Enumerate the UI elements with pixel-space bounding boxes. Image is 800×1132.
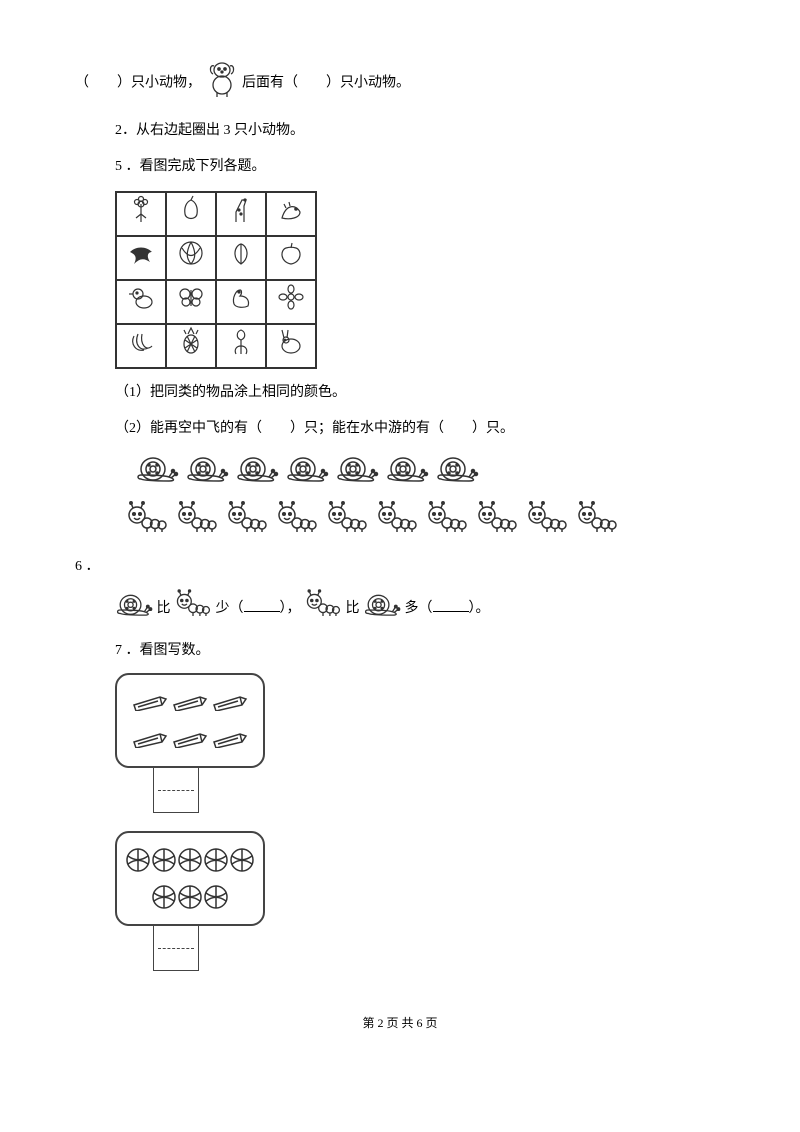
q2: 2．从右边起圈出 3 只小动物。: [75, 117, 725, 145]
cell-goose: [216, 280, 266, 324]
ball-card: [115, 831, 265, 926]
cell-dragon: [266, 192, 316, 236]
caterpillar-icon-2: [304, 589, 342, 629]
cell-giraffe: [216, 192, 266, 236]
answer-box-pencils[interactable]: [153, 767, 199, 813]
q6-num: 6 ．: [75, 559, 100, 574]
q6-e: 多（: [405, 601, 433, 616]
cell-pineapple: [166, 324, 216, 368]
q6-compare: 比 少（ ）， 比 多（ ）。: [75, 589, 725, 629]
q5: 5 ．看图完成下列各题。: [75, 153, 725, 181]
q6-d: 比: [346, 601, 360, 616]
q6-line: 6 ．: [75, 553, 725, 581]
blank-1[interactable]: [244, 597, 280, 612]
cell-watermelon: [166, 236, 216, 280]
q6-a: 比: [157, 601, 171, 616]
cell-rabbit: [266, 324, 316, 368]
q6-b: 少（: [216, 601, 244, 616]
q-top-part1: （ ）只小动物，: [75, 76, 201, 91]
q-top-line: （ ）只小动物， 后面有（ ）只小动物。: [75, 58, 725, 109]
snail-row: [75, 451, 725, 495]
q6-c: ），: [280, 601, 301, 616]
snail-icon: [115, 589, 153, 629]
category-grid: [115, 191, 317, 369]
cell-pear: [166, 192, 216, 236]
dog-icon: [205, 58, 239, 109]
snail-icon-2: [363, 589, 401, 629]
blank-2[interactable]: [433, 597, 469, 612]
cell-bananas: [116, 324, 166, 368]
caterpillar-icon: [174, 589, 212, 629]
page-footer: 第 2 页 共 6 页: [75, 1011, 725, 1035]
pencil-card: [115, 673, 265, 768]
cell-chick: [116, 280, 166, 324]
q5-2: （2）能再空中飞的有（ ）只；能在水中游的有（ ）只。: [75, 415, 725, 443]
cell-flower: [116, 192, 166, 236]
caterpillar-row: [75, 501, 725, 545]
cell-butterfly: [166, 280, 216, 324]
q6-f: ）。: [469, 601, 490, 616]
cell-iris: [216, 324, 266, 368]
cell-apple: [266, 236, 316, 280]
q-top-part2: 后面有（ ）只小动物。: [242, 76, 410, 91]
q7: 7 ．看图写数。: [75, 637, 725, 665]
cell-swallow: [116, 236, 166, 280]
cell-peach: [216, 236, 266, 280]
answer-box-balls[interactable]: [153, 925, 199, 971]
q5-1: （1）把同类的物品涂上相同的颜色。: [75, 379, 725, 407]
cell-blossom: [266, 280, 316, 324]
